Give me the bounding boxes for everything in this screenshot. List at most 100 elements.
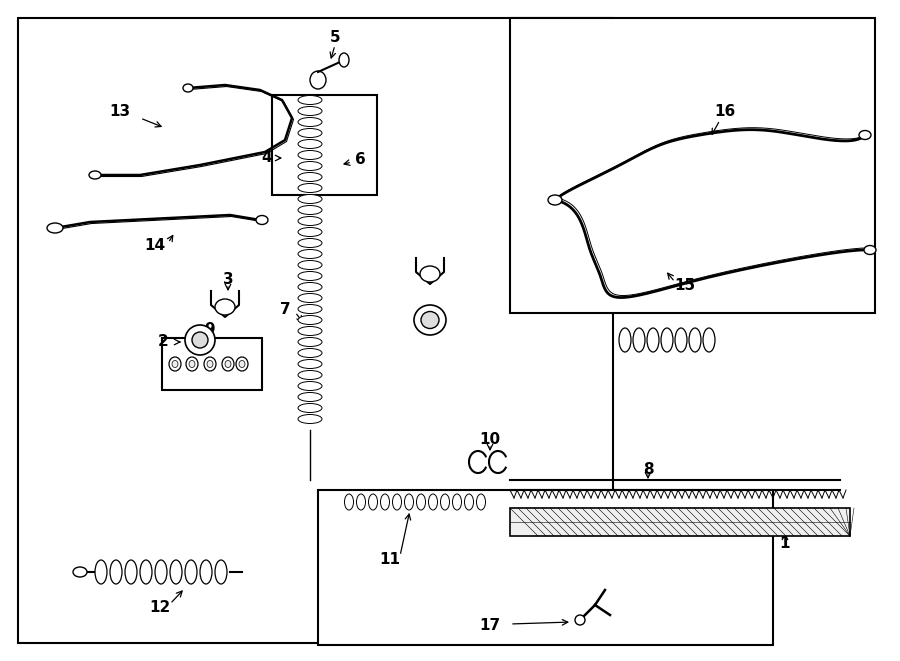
Ellipse shape bbox=[298, 272, 322, 280]
Ellipse shape bbox=[310, 71, 326, 89]
Ellipse shape bbox=[298, 239, 322, 247]
Ellipse shape bbox=[339, 53, 349, 67]
Text: 4: 4 bbox=[262, 149, 273, 165]
Ellipse shape bbox=[236, 357, 248, 371]
Ellipse shape bbox=[298, 260, 322, 270]
Ellipse shape bbox=[298, 327, 322, 336]
Ellipse shape bbox=[404, 494, 413, 510]
Ellipse shape bbox=[298, 106, 322, 116]
Ellipse shape bbox=[428, 494, 437, 510]
Ellipse shape bbox=[200, 560, 212, 584]
Ellipse shape bbox=[183, 84, 193, 92]
Ellipse shape bbox=[864, 245, 876, 254]
Ellipse shape bbox=[421, 311, 439, 329]
Text: 11: 11 bbox=[380, 553, 400, 568]
Ellipse shape bbox=[420, 266, 440, 282]
Ellipse shape bbox=[169, 357, 181, 371]
Ellipse shape bbox=[476, 494, 485, 510]
Ellipse shape bbox=[298, 414, 322, 424]
Ellipse shape bbox=[110, 560, 122, 584]
Ellipse shape bbox=[140, 560, 152, 584]
Ellipse shape bbox=[215, 299, 235, 315]
Text: 3: 3 bbox=[222, 272, 233, 288]
Ellipse shape bbox=[440, 494, 449, 510]
Ellipse shape bbox=[633, 328, 645, 352]
Ellipse shape bbox=[464, 494, 473, 510]
Ellipse shape bbox=[298, 249, 322, 258]
Ellipse shape bbox=[298, 173, 322, 182]
Ellipse shape bbox=[189, 360, 195, 368]
Ellipse shape bbox=[172, 360, 178, 368]
Text: 16: 16 bbox=[715, 104, 735, 120]
Ellipse shape bbox=[204, 357, 216, 371]
Ellipse shape bbox=[298, 403, 322, 412]
Ellipse shape bbox=[689, 328, 701, 352]
Ellipse shape bbox=[298, 161, 322, 171]
Ellipse shape bbox=[185, 560, 197, 584]
Ellipse shape bbox=[453, 494, 462, 510]
Bar bbox=[162, 338, 262, 390]
Text: 12: 12 bbox=[149, 600, 171, 615]
Ellipse shape bbox=[298, 151, 322, 159]
Ellipse shape bbox=[225, 360, 231, 368]
Ellipse shape bbox=[298, 381, 322, 391]
Text: 15: 15 bbox=[674, 278, 696, 293]
Ellipse shape bbox=[207, 360, 213, 368]
Ellipse shape bbox=[703, 328, 715, 352]
Ellipse shape bbox=[298, 282, 322, 292]
Ellipse shape bbox=[647, 328, 659, 352]
Bar bbox=[18, 18, 613, 643]
Ellipse shape bbox=[298, 360, 322, 368]
Text: 10: 10 bbox=[480, 432, 500, 447]
Ellipse shape bbox=[298, 194, 322, 204]
Ellipse shape bbox=[298, 393, 322, 401]
Text: 9: 9 bbox=[204, 323, 215, 338]
Text: 13: 13 bbox=[110, 104, 130, 120]
Ellipse shape bbox=[356, 494, 365, 510]
Ellipse shape bbox=[95, 560, 107, 584]
Ellipse shape bbox=[298, 184, 322, 192]
Ellipse shape bbox=[368, 494, 377, 510]
Text: 2: 2 bbox=[158, 334, 168, 350]
Ellipse shape bbox=[73, 567, 87, 577]
Ellipse shape bbox=[185, 325, 215, 355]
Ellipse shape bbox=[661, 328, 673, 352]
Ellipse shape bbox=[417, 494, 426, 510]
Ellipse shape bbox=[186, 357, 198, 371]
Text: 7: 7 bbox=[280, 303, 291, 317]
Bar bbox=[318, 490, 773, 645]
Bar bbox=[272, 95, 377, 195]
Ellipse shape bbox=[298, 139, 322, 149]
Ellipse shape bbox=[298, 305, 322, 313]
Text: 8: 8 bbox=[643, 463, 653, 477]
Ellipse shape bbox=[575, 615, 585, 625]
Ellipse shape bbox=[256, 215, 268, 225]
Ellipse shape bbox=[239, 360, 245, 368]
Ellipse shape bbox=[155, 560, 167, 584]
Ellipse shape bbox=[298, 95, 322, 104]
Text: 17: 17 bbox=[480, 617, 500, 633]
Ellipse shape bbox=[548, 195, 562, 205]
Text: 5: 5 bbox=[329, 30, 340, 46]
Ellipse shape bbox=[298, 128, 322, 137]
Ellipse shape bbox=[298, 118, 322, 126]
Ellipse shape bbox=[298, 217, 322, 225]
Ellipse shape bbox=[859, 130, 871, 139]
Ellipse shape bbox=[381, 494, 390, 510]
Ellipse shape bbox=[192, 332, 208, 348]
Ellipse shape bbox=[125, 560, 137, 584]
Ellipse shape bbox=[222, 357, 234, 371]
Ellipse shape bbox=[345, 494, 354, 510]
Ellipse shape bbox=[298, 371, 322, 379]
Ellipse shape bbox=[392, 494, 401, 510]
Text: 1: 1 bbox=[779, 535, 790, 551]
Bar bbox=[510, 508, 850, 536]
Ellipse shape bbox=[47, 223, 63, 233]
Ellipse shape bbox=[298, 315, 322, 325]
Bar bbox=[510, 18, 875, 313]
Ellipse shape bbox=[170, 560, 182, 584]
Ellipse shape bbox=[298, 206, 322, 215]
Text: 6: 6 bbox=[355, 153, 365, 167]
Text: 14: 14 bbox=[144, 237, 166, 253]
Ellipse shape bbox=[298, 338, 322, 346]
